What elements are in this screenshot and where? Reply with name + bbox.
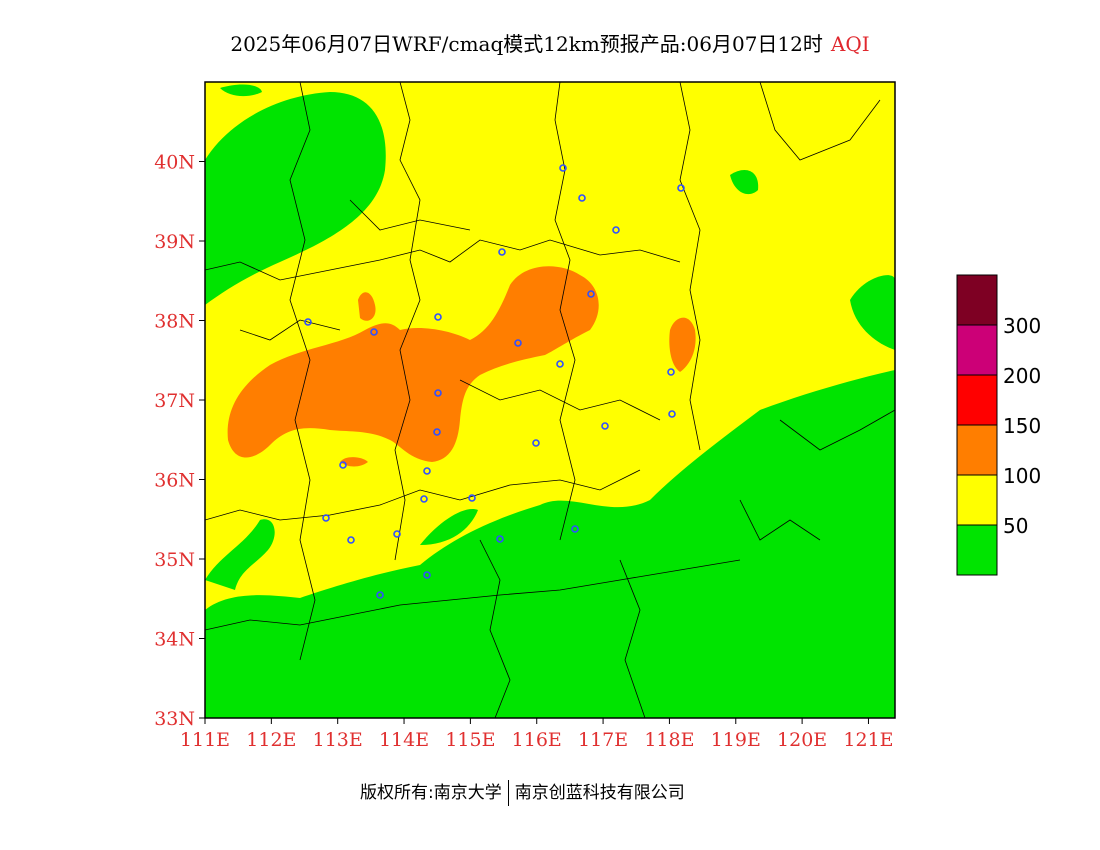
boundary-lines: [205, 82, 895, 718]
good-region-central-patch: [420, 509, 478, 545]
copyright-footer: 版权所有:南京大学 南京创蓝科技有限公司: [360, 778, 685, 806]
lon-tick-label: 120E: [777, 729, 827, 751]
station-marker: [468, 494, 476, 502]
legend-swatch: [956, 524, 998, 576]
lon-tick-label: 111E: [180, 729, 230, 751]
lat-tick-label: 40N: [154, 152, 195, 174]
good-region-south: [205, 370, 895, 718]
station-marker: [423, 571, 431, 579]
lon-tick-label: 121E: [843, 729, 893, 751]
station-marker: [612, 226, 620, 234]
lat-tick-label: 39N: [154, 231, 195, 253]
good-region-east-bay: [850, 275, 895, 350]
station-marker: [571, 525, 579, 533]
station-marker: [304, 318, 312, 326]
lon-tick-label: 112E: [246, 729, 296, 751]
station-marker: [601, 422, 609, 430]
station-marker: [559, 164, 567, 172]
lat-tick-label: 38N: [154, 311, 195, 333]
legend-swatch: [956, 324, 998, 376]
title-variable: AQI: [830, 32, 870, 56]
legend-swatch: [956, 374, 998, 426]
footer-left: 版权所有:南京大学: [360, 783, 502, 803]
map-field: [205, 82, 895, 718]
footer-separator: [507, 780, 509, 806]
lon-tick-label: 119E: [711, 729, 761, 751]
legend-swatch: [956, 424, 998, 476]
station-marker: [498, 248, 506, 256]
station-marker: [322, 514, 330, 522]
map-title: 2025年06月07日WRF/cmaq模式12km预报产品:06月07日12时 A…: [0, 28, 1100, 57]
legend-label: 150: [1003, 414, 1041, 438]
lon-tick-label: 113E: [313, 729, 363, 751]
title-main: 2025年06月07日WRF/cmaq模式12km预报产品:06月07日12时: [230, 32, 823, 56]
lon-tick-label: 118E: [644, 729, 694, 751]
station-marker: [376, 591, 384, 599]
legend-label: 100: [1003, 464, 1041, 488]
station-marker: [677, 184, 685, 192]
lat-tick-label: 34N: [154, 629, 195, 651]
station-marker: [434, 389, 442, 397]
station-marker: [587, 290, 595, 298]
station-marker: [667, 368, 675, 376]
aqi-legend: 50 100 150 200 300: [956, 274, 1041, 576]
lon-tick-label: 114E: [379, 729, 429, 751]
lat-tick-label: 36N: [154, 470, 195, 492]
sensitive-region-small: [340, 457, 368, 467]
station-marker: [347, 536, 355, 544]
sensitive-region-north-blob: [358, 292, 376, 321]
legend-label: 300: [1003, 314, 1041, 338]
station-marker: [370, 328, 378, 336]
legend-label: 50: [1003, 514, 1028, 538]
sensitive-region-east-patch: [669, 317, 696, 372]
station-marker: [434, 313, 442, 321]
station-marker: [339, 461, 347, 469]
lon-tick-label: 115E: [445, 729, 495, 751]
sensitive-region-main-band: [227, 266, 599, 462]
station-marker: [433, 428, 441, 436]
lat-tick-label: 37N: [154, 390, 195, 412]
station-marker: [668, 410, 676, 418]
station-marker: [393, 530, 401, 538]
station-marker: [556, 360, 564, 368]
station-marker: [532, 439, 540, 447]
longitude-axis: 111E 112E 113E 114E 115E 116E 117E 118E 119E 120E…: [180, 718, 894, 751]
legend-label: 200: [1003, 364, 1041, 388]
station-marker: [514, 339, 522, 347]
good-region-top-strip: [220, 84, 262, 97]
station-marker: [423, 467, 431, 475]
good-region-northeast-patch: [730, 170, 759, 195]
lon-tick-label: 117E: [578, 729, 628, 751]
legend-swatch: [956, 274, 998, 326]
lat-tick-label: 35N: [154, 549, 195, 571]
legend-swatch: [956, 474, 998, 526]
latitude-axis: 33N 34N 35N 36N 37N 38N 39N 40N: [154, 152, 205, 730]
good-region-southwest: [205, 519, 275, 590]
lon-tick-label: 116E: [512, 729, 562, 751]
station-marker: [496, 535, 504, 543]
station-marker: [420, 495, 428, 503]
good-region-northwest: [205, 92, 386, 305]
station-marker: [578, 194, 586, 202]
footer-right: 南京创蓝科技有限公司: [514, 783, 685, 803]
station-markers: [304, 164, 685, 599]
lat-tick-label: 33N: [154, 708, 195, 730]
